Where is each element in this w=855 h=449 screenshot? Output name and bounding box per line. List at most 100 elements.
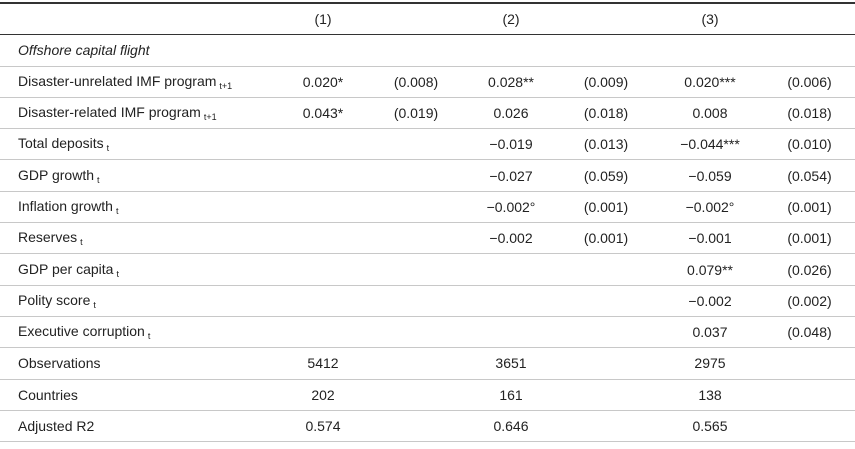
std-error: (0.018) (764, 97, 855, 130)
coefficient: −0.002° (656, 191, 764, 224)
coefficient: −0.059 (656, 159, 764, 192)
stat-value: 3651 (466, 347, 556, 380)
stat-row: Adjusted R2 0.574 0.646 0.565 (0, 410, 855, 443)
row-label: GDP per capita (18, 260, 114, 277)
section-label: Offshore capital flight (0, 34, 855, 67)
empty-cell (366, 285, 466, 317)
coefficient: 0.079** (656, 253, 764, 286)
subscript: t (93, 299, 96, 310)
std-error: (0.054) (764, 159, 855, 192)
row-label: Total deposits (18, 135, 104, 152)
coef-row: GDP per capita t 0.079** (0.026) (0, 253, 855, 286)
header-cell: (3) (656, 3, 764, 36)
coefficient: −0.019 (466, 128, 556, 161)
coefficient: 0.020* (280, 66, 366, 98)
empty-cell (366, 253, 466, 286)
row-label-cell: Disaster-related IMF program t+1 (0, 97, 280, 130)
row-label: Reserves (18, 229, 78, 246)
empty-cell (556, 253, 656, 286)
coefficient: −0.027 (466, 159, 556, 192)
subscript: t (106, 143, 110, 154)
coefficient: −0.001 (656, 222, 764, 255)
empty-cell (366, 159, 466, 192)
stat-row: Observations 5412 3651 2975 (0, 347, 855, 380)
row-label: Inflation growth (18, 197, 113, 214)
coefficient: 0.020*** (656, 66, 764, 98)
stat-value: 2975 (656, 347, 764, 380)
empty-cell (366, 128, 466, 161)
std-error: (0.019) (366, 97, 466, 130)
coefficient: −0.002 (656, 285, 764, 317)
stat-value: 0.574 (280, 410, 366, 443)
subscript: t (115, 205, 119, 216)
std-error: (0.001) (764, 222, 855, 255)
coef-row: Executive corruption t 0.037 (0.048) (0, 316, 855, 349)
coef-row: Total deposits t −0.019 (0.013) −0.044*** (0.… (0, 128, 855, 161)
row-label: Disaster-unrelated IMF program (18, 72, 217, 89)
std-error: (0.018) (556, 97, 656, 130)
coefficient: 0.026 (466, 97, 556, 130)
std-error: (0.026) (764, 253, 855, 286)
coef-row: Reserves t −0.002 (0.001) −0.001 (0.001) (0, 222, 855, 255)
empty-cell (366, 410, 466, 443)
empty-cell (466, 316, 556, 349)
row-label-cell: Total deposits t (0, 128, 280, 161)
coefficient: 0.008 (656, 97, 764, 130)
std-error: (0.008) (366, 66, 466, 98)
subscript: t+1 (219, 80, 233, 91)
empty-cell (366, 347, 466, 380)
row-label-cell: GDP growth t (0, 159, 280, 192)
empty-cell (556, 285, 656, 317)
empty-cell (764, 410, 855, 443)
empty-cell (280, 191, 366, 224)
coefficient: −0.002° (466, 191, 556, 224)
empty-cell (280, 253, 366, 286)
empty-cell (556, 410, 656, 443)
std-error: (0.048) (764, 316, 855, 349)
std-error: (0.001) (556, 191, 656, 224)
empty-cell (556, 347, 656, 380)
row-label-cell: Executive corruption t (0, 316, 280, 349)
subscript: t+1 (203, 112, 217, 123)
empty-cell (764, 347, 855, 380)
coefficient: 0.043* (280, 97, 366, 130)
empty-cell (280, 159, 366, 192)
empty-cell (366, 222, 466, 255)
row-label-cell: Reserves t (0, 222, 280, 255)
stat-label: Observations (0, 347, 280, 380)
empty-cell (280, 128, 366, 161)
row-label: GDP growth (18, 166, 94, 183)
coef-row: GDP growth t −0.027 (0.059) −0.059 (0.054) (0, 159, 855, 192)
table-body: (1) (2) (3) Offshore capital flight Disaster… (0, 3, 855, 443)
stat-value: 202 (280, 379, 366, 411)
header-cell: (1) (280, 3, 366, 36)
std-error: (0.002) (764, 285, 855, 317)
header-cell (366, 3, 466, 36)
coefficient: 0.037 (656, 316, 764, 349)
empty-cell (556, 379, 656, 411)
empty-cell (280, 222, 366, 255)
coef-row: Polity score t −0.002 (0.002) (0, 285, 855, 317)
std-error: (0.001) (556, 222, 656, 255)
empty-cell (366, 316, 466, 349)
stat-row: Countries 202 161 138 (0, 379, 855, 411)
coefficient: 0.028** (466, 66, 556, 98)
row-label: Executive corruption (18, 323, 145, 340)
coefficient: −0.002 (466, 222, 556, 255)
stat-label: Adjusted R2 (0, 410, 280, 443)
header-cell: (2) (466, 3, 556, 36)
std-error: (0.010) (764, 128, 855, 161)
header-cell (0, 3, 280, 36)
header-cell (556, 3, 656, 36)
empty-cell (366, 379, 466, 411)
header-row: (1) (2) (3) (0, 3, 855, 36)
subscript: t (80, 237, 83, 248)
empty-cell (556, 316, 656, 349)
std-error: (0.006) (764, 66, 855, 98)
std-error: (0.001) (764, 191, 855, 224)
coef-row: Disaster-related IMF program t+1 0.043* (0.… (0, 97, 855, 130)
row-label-cell: Polity score t (0, 285, 280, 317)
empty-cell (764, 379, 855, 411)
